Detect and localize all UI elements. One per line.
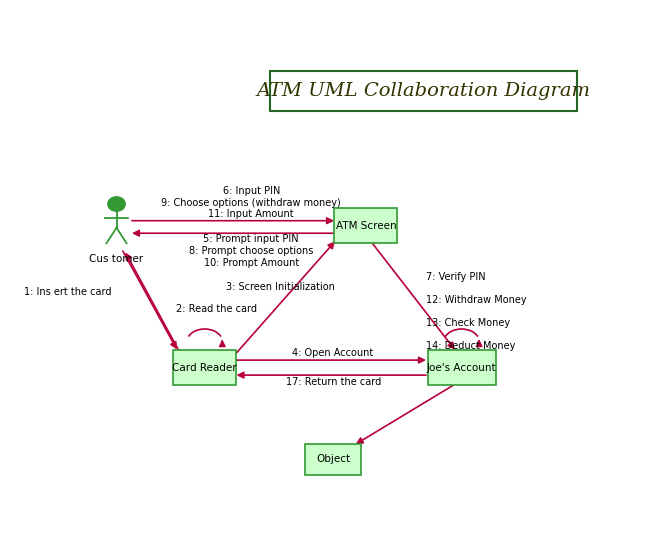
FancyBboxPatch shape: [306, 444, 361, 475]
Text: Joe's Account: Joe's Account: [427, 363, 497, 372]
Circle shape: [108, 197, 125, 211]
Text: ATM UML Collaboration Diagram: ATM UML Collaboration Diagram: [257, 82, 591, 100]
Text: ATM Screen: ATM Screen: [335, 221, 396, 231]
Text: 1: Ins ert the card: 1: Ins ert the card: [24, 287, 112, 298]
Text: 4: Open Account: 4: Open Account: [292, 348, 374, 358]
FancyBboxPatch shape: [428, 350, 495, 385]
Text: 17: Return the card: 17: Return the card: [285, 377, 381, 387]
Text: 2: Read the card: 2: Read the card: [176, 304, 257, 314]
Text: Card Reader: Card Reader: [172, 363, 237, 372]
Text: Cus tomer: Cus tomer: [90, 254, 144, 264]
Text: Object: Object: [316, 454, 350, 464]
FancyBboxPatch shape: [270, 72, 577, 111]
Text: 3: Screen Initialization: 3: Screen Initialization: [226, 282, 335, 293]
Text: 7: Verify PIN

12: Withdraw Money

13: Check Money

14: Deduct Money: 7: Verify PIN 12: Withdraw Money 13: Che…: [426, 272, 527, 351]
Text: 6: Input PIN
9: Choose options (withdraw money)
11: Input Amount: 6: Input PIN 9: Choose options (withdraw…: [161, 186, 341, 220]
FancyBboxPatch shape: [334, 208, 397, 243]
Text: 5: Prompt input PIN
8: Prompt choose options
10: Prompt Amount: 5: Prompt input PIN 8: Prompt choose opt…: [189, 235, 313, 268]
FancyBboxPatch shape: [173, 350, 236, 385]
